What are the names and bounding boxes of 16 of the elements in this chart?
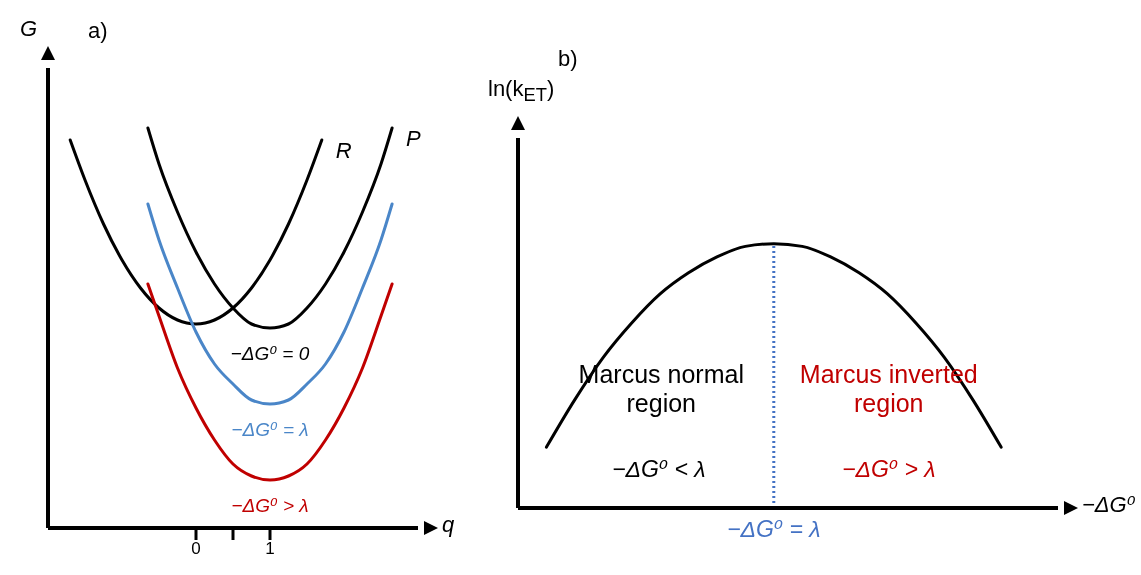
- x-axis-title: q: [442, 512, 455, 538]
- x-tick-label: 0: [191, 539, 201, 559]
- series-label: P: [406, 126, 422, 151]
- annotation: −ΔG⁰ = λ: [230, 418, 310, 441]
- chart-title: b): [558, 46, 578, 72]
- chart-title: a): [88, 18, 108, 44]
- annotation: −ΔG⁰ < λ: [611, 456, 707, 483]
- annotation: −ΔG⁰ > λ: [841, 456, 937, 483]
- x-tick-label: 1: [265, 539, 275, 559]
- series-label: R: [335, 138, 352, 163]
- annotation: −ΔG⁰ = 0: [229, 342, 311, 365]
- y-axis-title: ln(k$_{ET}$): [488, 76, 555, 107]
- text: −ΔG⁰ = λ: [726, 516, 822, 543]
- y-axis-title: G: [20, 16, 38, 42]
- annotation: −ΔG⁰ > λ: [230, 494, 310, 517]
- x-axis-title: −ΔG⁰: [1082, 492, 1136, 518]
